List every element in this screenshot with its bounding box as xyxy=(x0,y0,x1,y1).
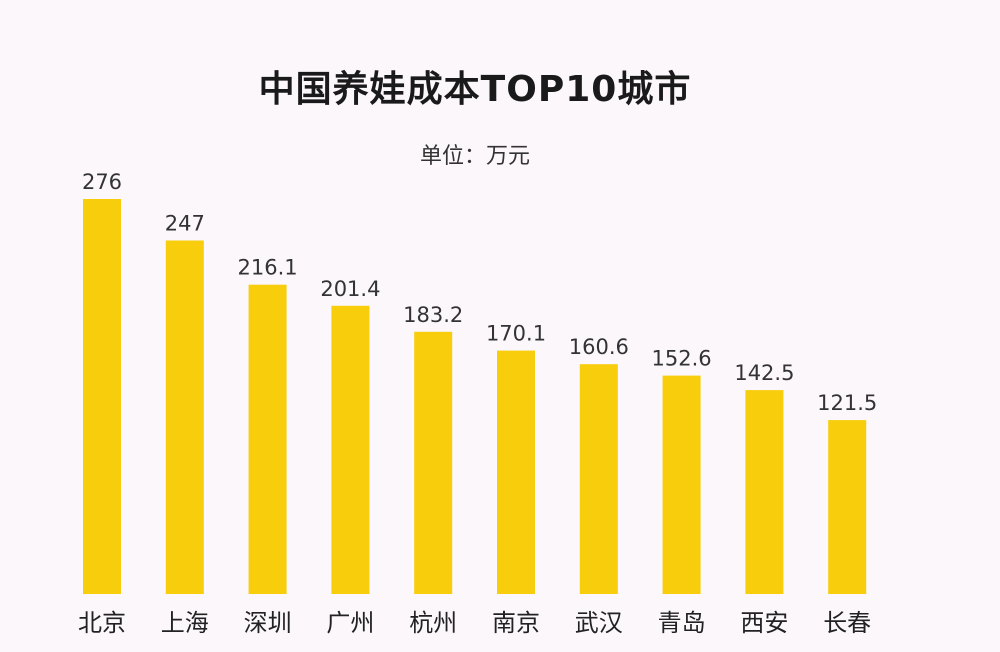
value-label-4: 183.2 xyxy=(403,303,463,327)
bar-2 xyxy=(248,284,287,594)
value-label-1: 247 xyxy=(165,212,205,236)
bar-8 xyxy=(745,390,784,594)
category-label-0: 北京 xyxy=(78,609,126,637)
value-label-9: 121.5 xyxy=(817,391,877,415)
category-label-5: 南京 xyxy=(492,609,540,637)
bar-0 xyxy=(83,199,121,594)
value-label-8: 142.5 xyxy=(734,361,794,385)
category-label-6: 武汉 xyxy=(575,609,623,637)
value-label-2: 216.1 xyxy=(238,256,298,280)
bar-1 xyxy=(165,240,204,594)
category-label-1: 上海 xyxy=(161,609,209,637)
category-label-9: 长春 xyxy=(823,609,871,637)
category-label-7: 青岛 xyxy=(658,609,706,637)
bar-7 xyxy=(662,375,701,594)
value-label-5: 170.1 xyxy=(486,322,546,346)
bar-9 xyxy=(828,420,867,594)
bar-5 xyxy=(497,350,535,594)
category-label-3: 广州 xyxy=(326,609,374,637)
chart-subtitle: 单位：万元 xyxy=(419,144,530,169)
category-label-2: 深圳 xyxy=(244,609,292,637)
category-label-8: 西安 xyxy=(740,609,788,637)
bar-3 xyxy=(331,305,370,594)
chart-title: 中国养娃成本TOP10城市 xyxy=(258,69,692,110)
value-label-3: 201.4 xyxy=(320,277,380,301)
bar-6 xyxy=(579,364,618,594)
value-label-6: 160.6 xyxy=(569,335,629,359)
value-label-7: 152.6 xyxy=(652,347,712,371)
bar-4 xyxy=(414,331,453,594)
value-label-0: 276 xyxy=(82,170,122,194)
category-label-4: 杭州 xyxy=(409,609,457,637)
